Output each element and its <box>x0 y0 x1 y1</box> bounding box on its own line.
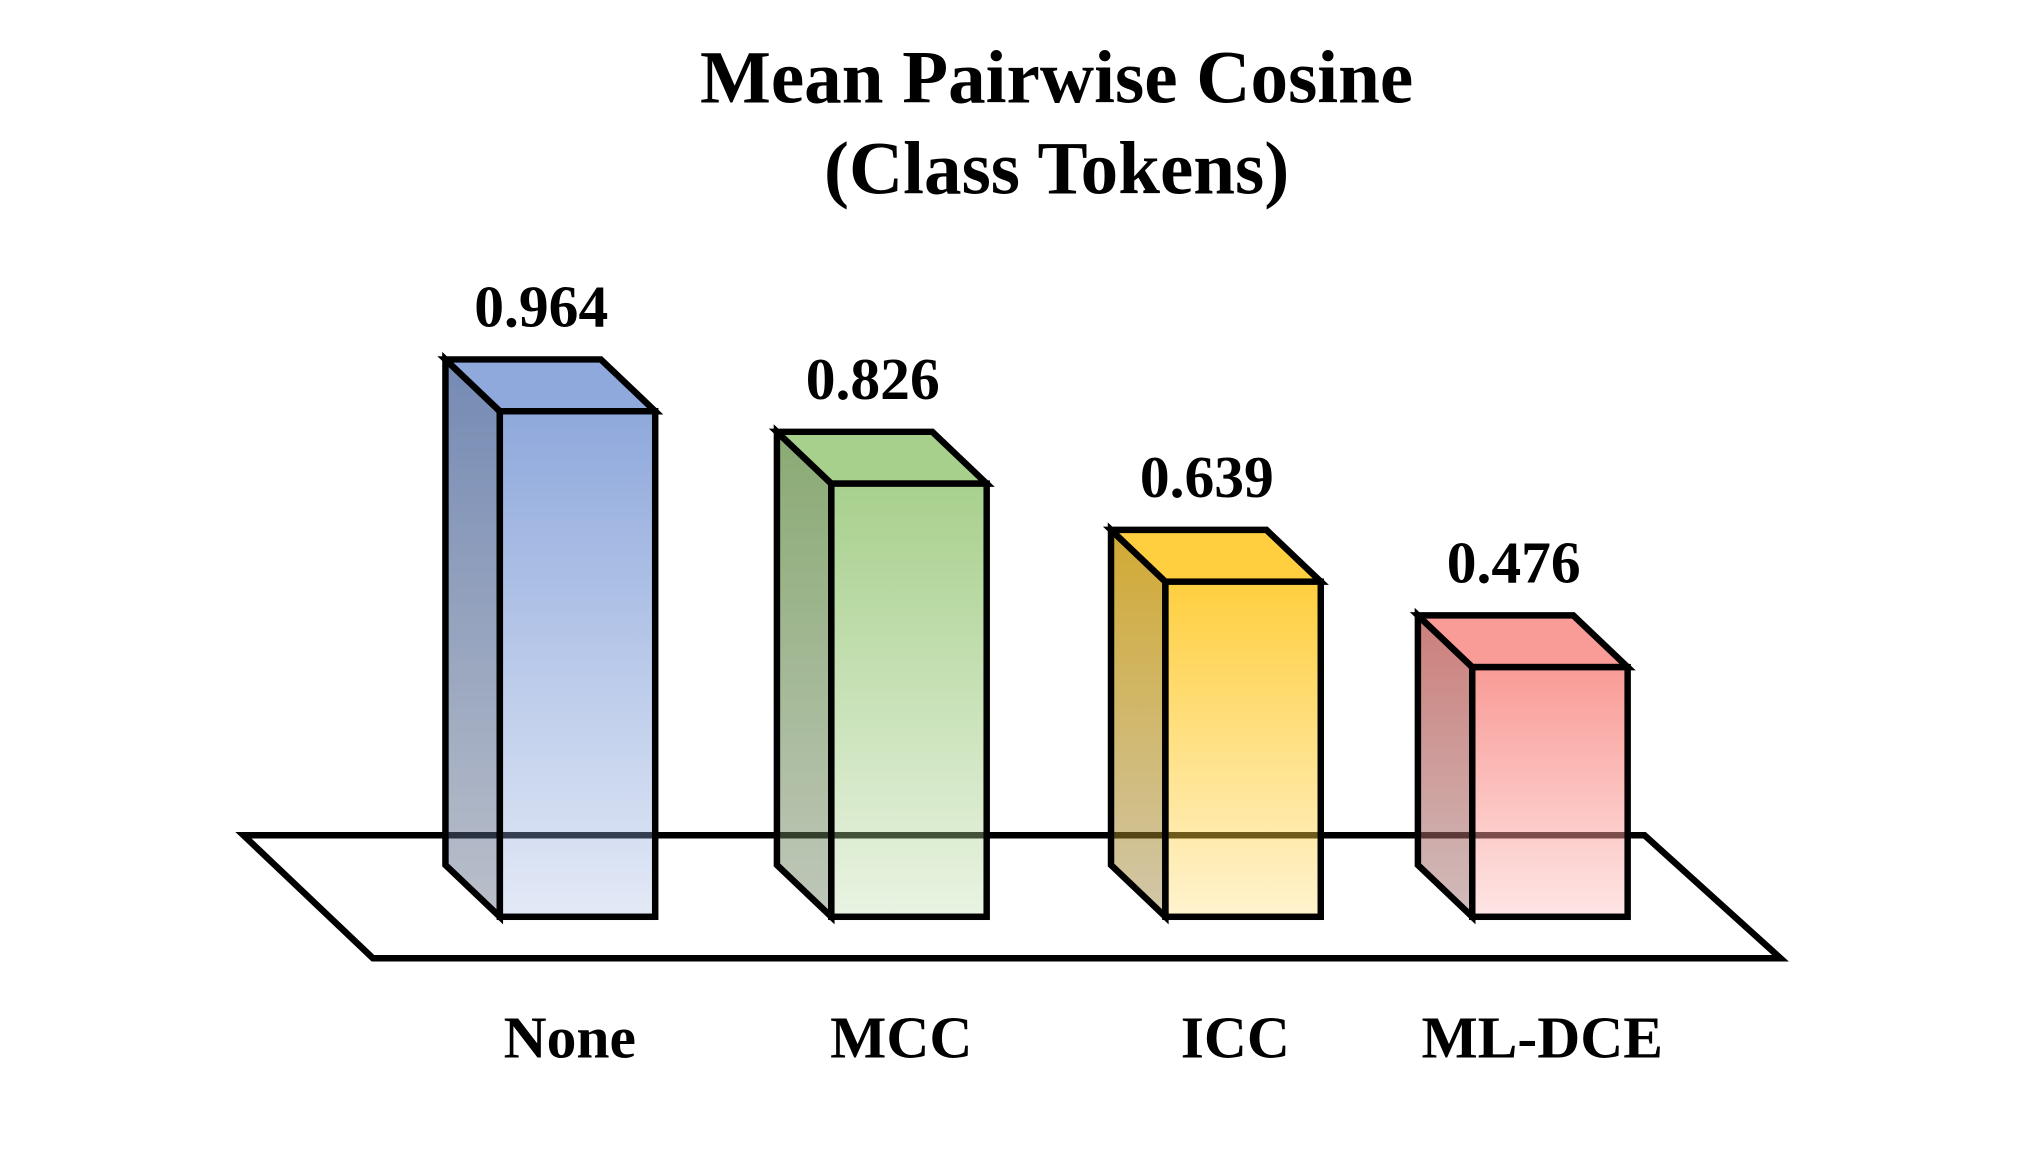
x-tick-label: ML-DCE <box>1421 1004 1662 1070</box>
value-label: 0.476 <box>1447 529 1581 595</box>
value-label: 0.826 <box>806 346 940 412</box>
bar <box>1162 578 1325 921</box>
bar-side-shade <box>445 359 500 917</box>
bar-side-shade <box>776 431 832 917</box>
bar <box>496 408 659 921</box>
x-tick-label: MCC <box>830 1004 972 1070</box>
value-label: 0.639 <box>1140 444 1274 510</box>
value-label: 0.964 <box>474 273 608 339</box>
bar <box>1469 663 1631 921</box>
chart-subtitle: (Class Tokens) <box>824 127 1289 210</box>
chart-title: Mean Pairwise Cosine <box>700 37 1413 120</box>
bar <box>828 480 990 921</box>
bar-side-shade <box>1111 529 1166 917</box>
bar-side-shade <box>1417 615 1473 917</box>
x-tick-label: None <box>504 1004 636 1070</box>
x-tick-label: ICC <box>1181 1004 1290 1070</box>
